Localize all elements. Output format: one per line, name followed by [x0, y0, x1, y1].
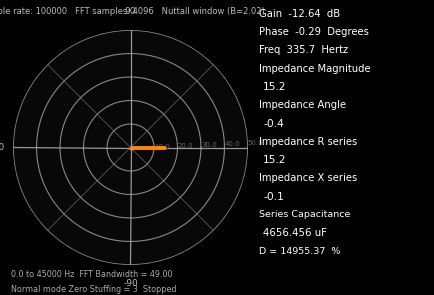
Text: Impedance Angle: Impedance Angle: [258, 100, 345, 110]
Text: Sample rate: 100000   FFT samples: 4096   Nuttall window (B=2.02): Sample rate: 100000 FFT samples: 4096 Nu…: [0, 7, 264, 17]
Text: Impedance Magnitude: Impedance Magnitude: [258, 64, 370, 74]
Text: -0.4: -0.4: [263, 119, 283, 129]
Text: 10.0: 10.0: [154, 144, 169, 150]
Text: 90: 90: [125, 7, 136, 16]
Text: Normal mode Zero Stuffing = 3  Stopped: Normal mode Zero Stuffing = 3 Stopped: [11, 285, 176, 294]
Text: Gain  -12.64  dB: Gain -12.64 dB: [258, 9, 339, 19]
Text: Impedance X series: Impedance X series: [258, 173, 356, 183]
Text: -0.1: -0.1: [263, 192, 283, 202]
Text: Freq  335.7  Hertz: Freq 335.7 Hertz: [258, 45, 347, 55]
Text: D = 14955.37  %: D = 14955.37 %: [258, 247, 339, 256]
Text: 50.0: 50.0: [247, 140, 263, 146]
Text: 15.2: 15.2: [263, 155, 286, 165]
Text: 40.0: 40.0: [224, 141, 240, 147]
Text: 0.0 to 45000 Hz  FFT Bandwidth = 49.00: 0.0 to 45000 Hz FFT Bandwidth = 49.00: [11, 270, 172, 279]
Text: 20.0: 20.0: [177, 143, 193, 149]
Text: Impedance R series: Impedance R series: [258, 137, 356, 147]
Text: Phase  -0.29  Degrees: Phase -0.29 Degrees: [258, 27, 368, 37]
Text: 15.2: 15.2: [263, 82, 286, 92]
Text: 4656.456 uF: 4656.456 uF: [263, 228, 326, 238]
Text: 30.0: 30.0: [201, 142, 216, 148]
Text: 180: 180: [0, 143, 5, 152]
Text: Series Capacitance: Series Capacitance: [258, 210, 349, 219]
Text: -90: -90: [123, 279, 138, 288]
